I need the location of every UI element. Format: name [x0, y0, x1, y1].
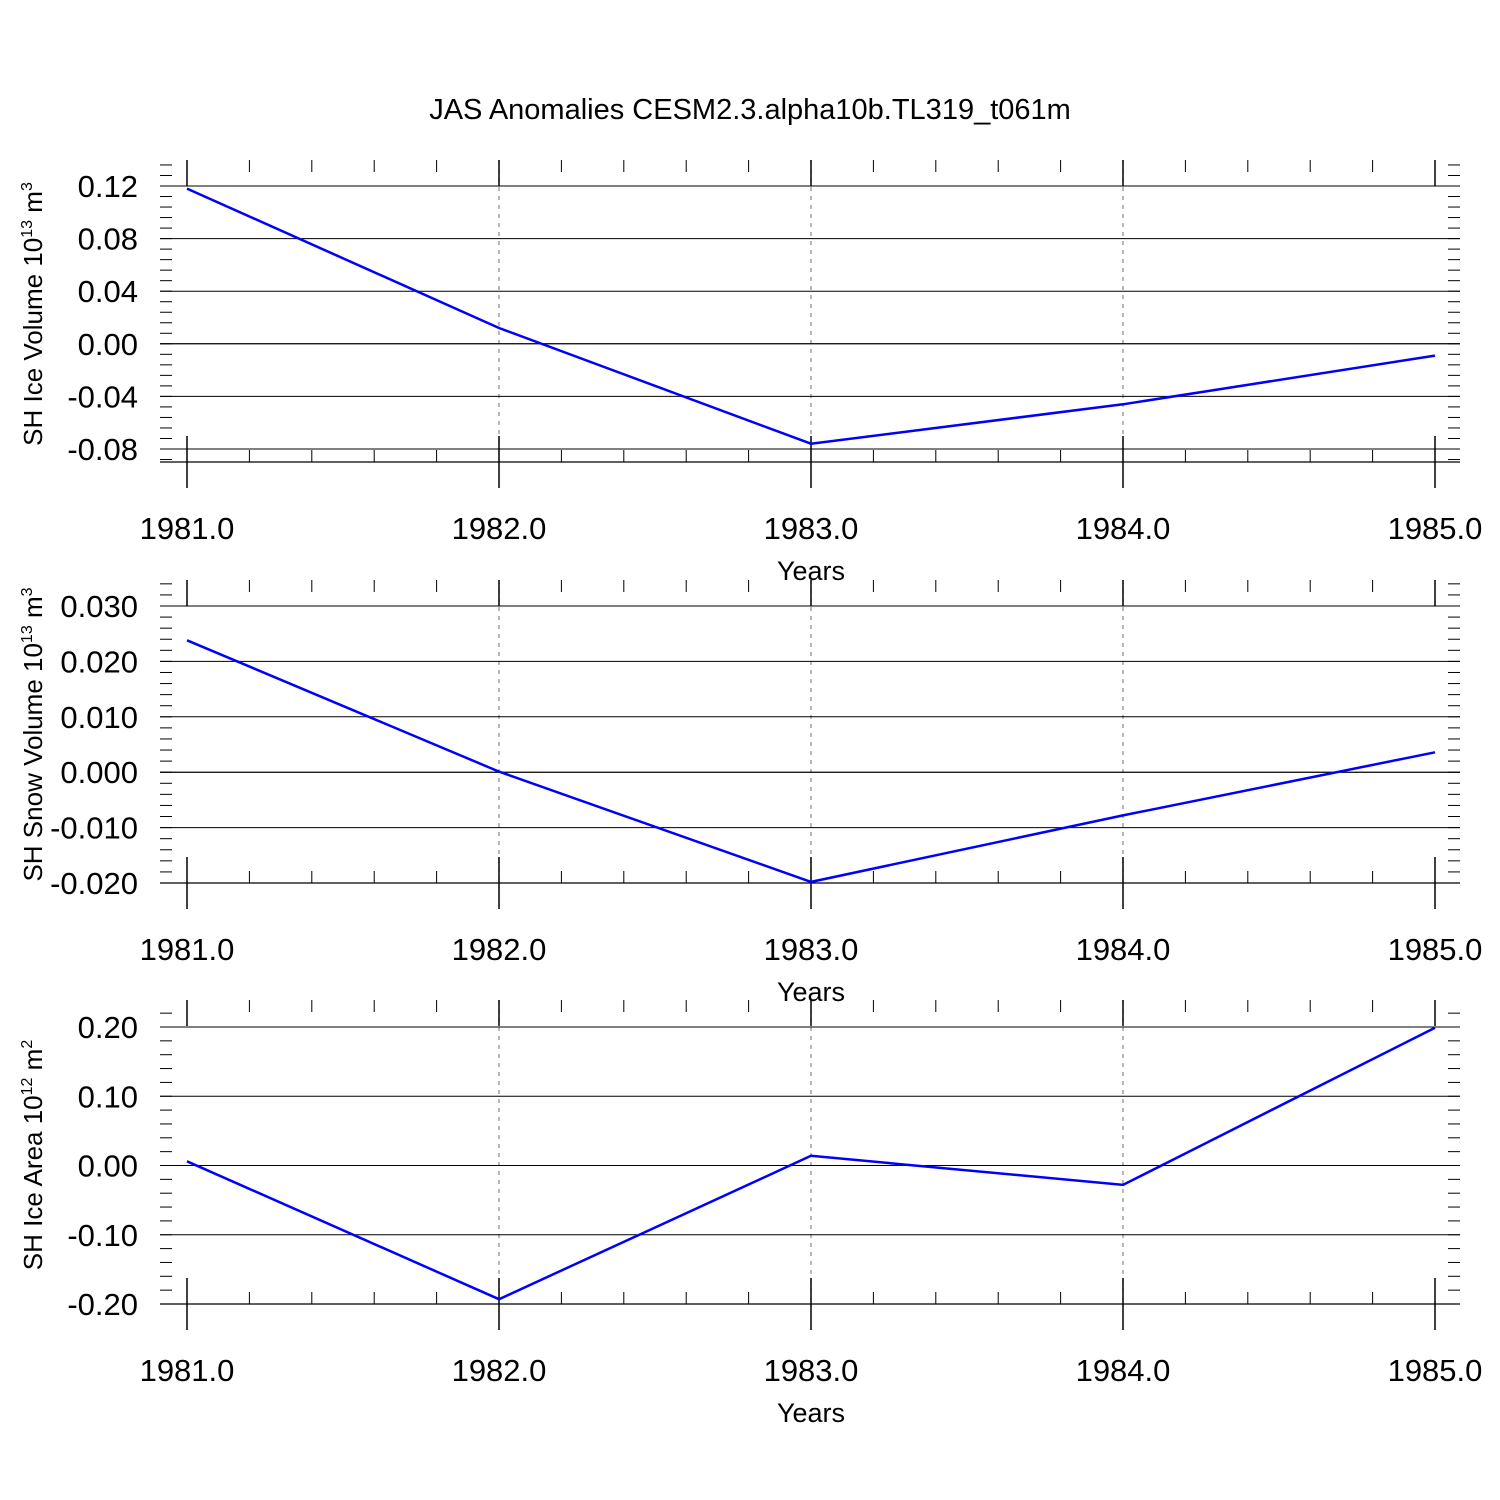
y-tick-label: -0.020: [50, 866, 138, 901]
y-tick-label: 0.20: [78, 1010, 138, 1045]
y-tick-label: 0.020: [60, 644, 138, 679]
y-tick-label: -0.08: [67, 432, 138, 467]
y-axis-title: SH Ice Volume 1013 m3: [18, 182, 48, 446]
y-tick-label: -0.010: [50, 811, 138, 846]
x-axis-title: Years: [777, 1398, 845, 1428]
x-tick-label: 1981.0: [140, 511, 235, 546]
y-tick-label: 0.00: [78, 327, 138, 362]
x-tick-label: 1985.0: [1388, 932, 1483, 967]
y-tick-label: 0.010: [60, 700, 138, 735]
y-axis-title: SH Ice Area 1012 m2: [18, 1040, 48, 1271]
x-tick-label: 1982.0: [452, 511, 547, 546]
x-tick-label: 1984.0: [1076, 511, 1171, 546]
y-tick-label: 0.04: [78, 274, 138, 309]
y-tick-label: 0.000: [60, 755, 138, 790]
y-axis-title: SH Snow Volume 1013 m3: [18, 587, 48, 881]
x-tick-label: 1983.0: [764, 511, 859, 546]
x-tick-label: 1982.0: [452, 932, 547, 967]
x-tick-label: 1981.0: [140, 1353, 235, 1388]
x-tick-label: 1984.0: [1076, 1353, 1171, 1388]
x-tick-label: 1984.0: [1076, 932, 1171, 967]
y-tick-label: 0.08: [78, 222, 138, 257]
y-tick-label: 0.12: [78, 169, 138, 204]
x-tick-label: 1985.0: [1388, 1353, 1483, 1388]
y-tick-label: 0.030: [60, 589, 138, 624]
y-tick-label: -0.10: [67, 1218, 138, 1253]
x-tick-label: 1981.0: [140, 932, 235, 967]
y-tick-label: 0.10: [78, 1079, 138, 1114]
x-tick-label: 1983.0: [764, 1353, 859, 1388]
x-tick-label: 1985.0: [1388, 511, 1483, 546]
x-tick-label: 1983.0: [764, 932, 859, 967]
y-tick-label: -0.04: [67, 379, 138, 414]
chart-title: JAS Anomalies CESM2.3.alpha10b.TL319_t06…: [429, 94, 1071, 126]
y-tick-label: 0.00: [78, 1149, 138, 1184]
y-tick-label: -0.20: [67, 1287, 138, 1322]
x-tick-label: 1982.0: [452, 1353, 547, 1388]
